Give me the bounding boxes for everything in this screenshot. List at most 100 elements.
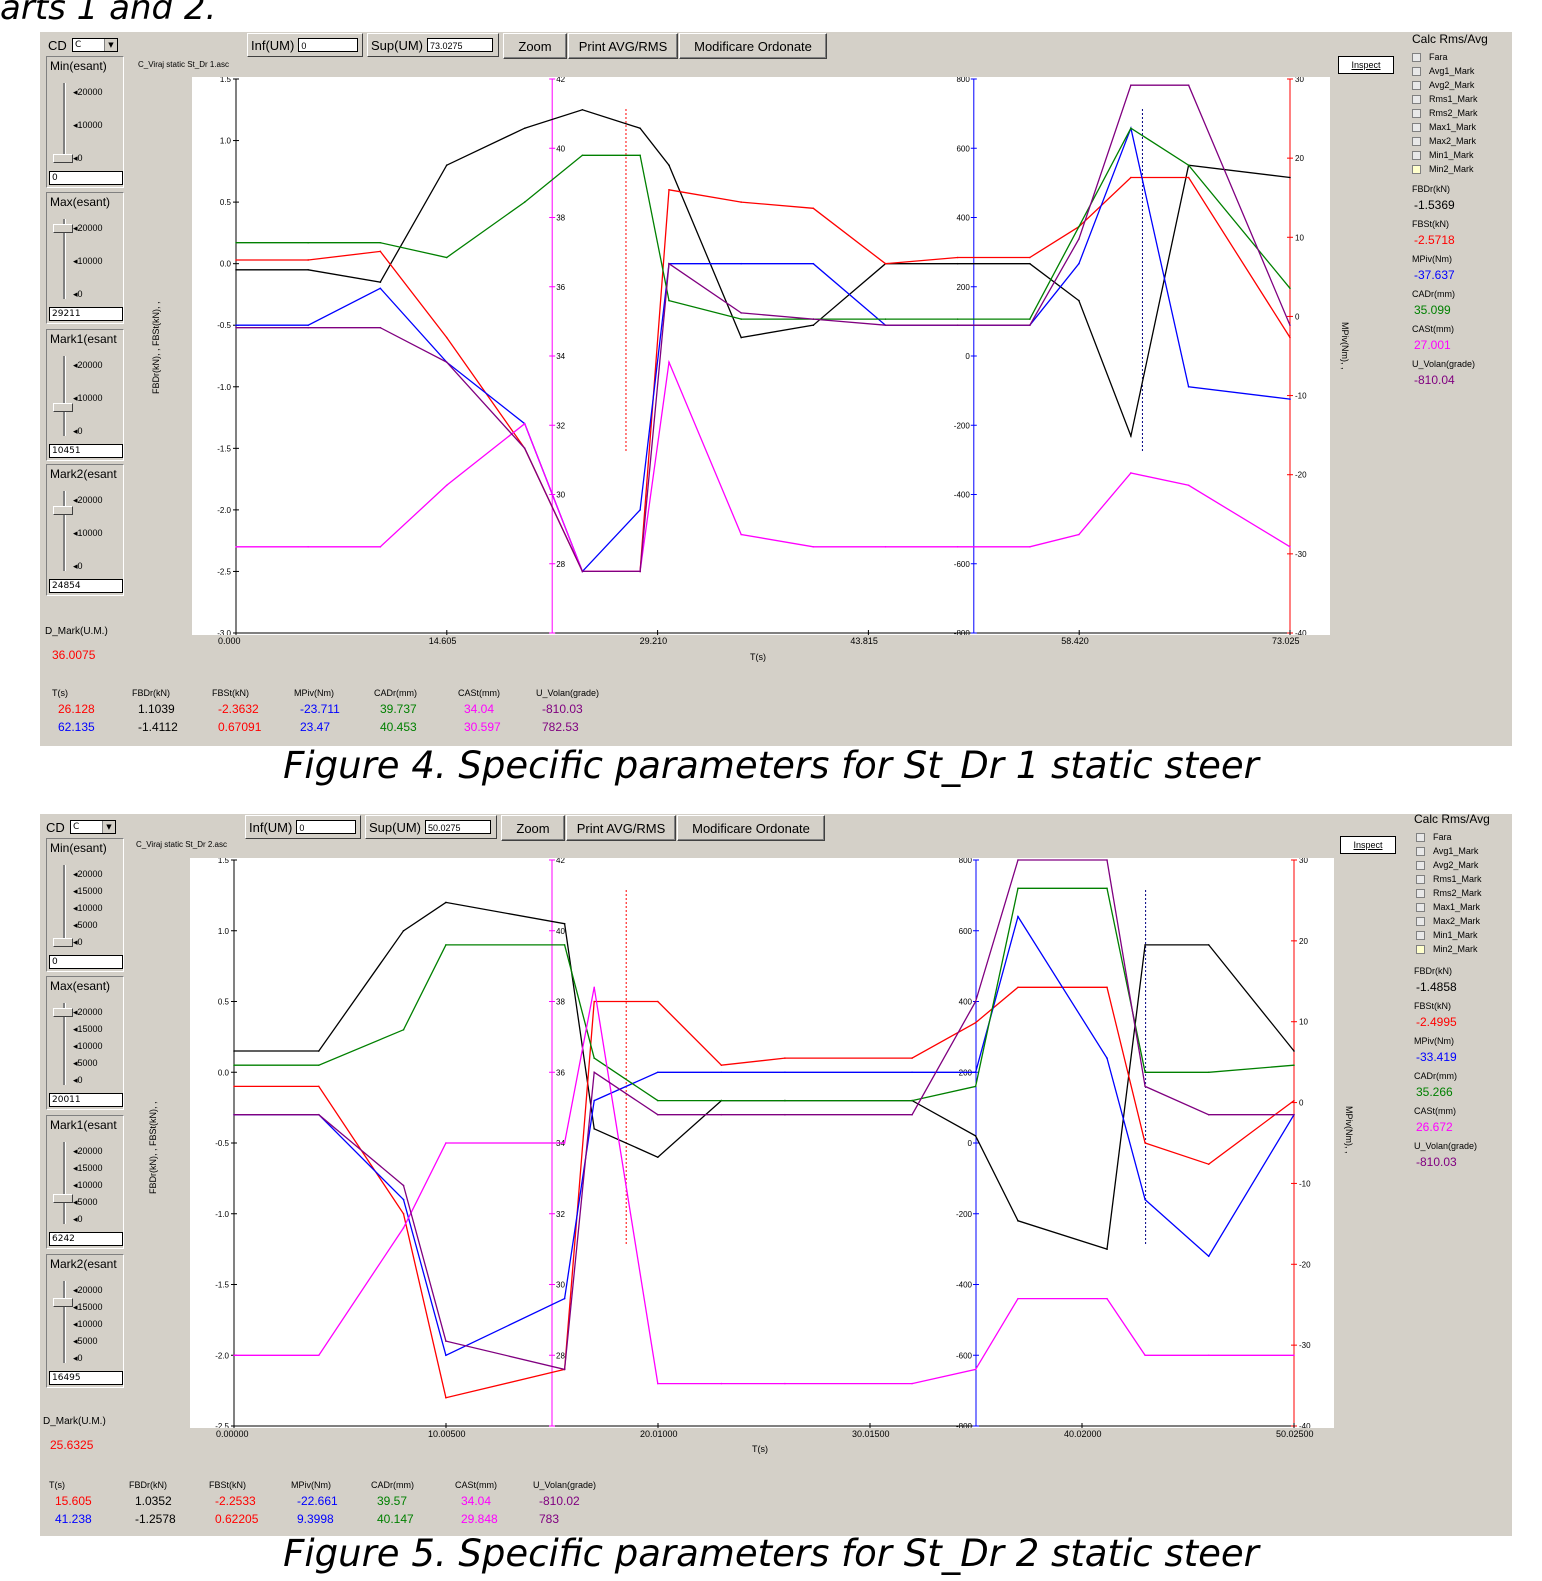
slider-value-input[interactable]: 0 bbox=[49, 171, 123, 185]
slider-thumb[interactable] bbox=[53, 1008, 73, 1017]
radio-option[interactable]: Min2_Mark bbox=[1412, 162, 1474, 176]
slider-max[interactable]: Max(esant) ◂20000 ◂10000 ◂0 29211 bbox=[46, 192, 124, 324]
slider-track[interactable] bbox=[63, 491, 66, 571]
radio-option[interactable]: Rms1_Mark bbox=[1416, 872, 1482, 886]
radio-option[interactable]: Max1_Mark bbox=[1416, 900, 1480, 914]
inspect-button[interactable]: Inspect bbox=[1338, 56, 1394, 74]
cd-select[interactable]: C ▼ bbox=[70, 820, 116, 834]
cd-select[interactable]: C ▼ bbox=[72, 38, 118, 52]
data-point bbox=[235, 546, 237, 548]
data-point bbox=[956, 318, 959, 320]
data-point bbox=[1017, 1297, 1019, 1300]
slider-track[interactable] bbox=[63, 83, 66, 163]
radio-option[interactable]: Max2_Mark bbox=[1416, 914, 1480, 928]
radio-button-icon[interactable] bbox=[1412, 164, 1421, 174]
radio-button-icon[interactable] bbox=[1416, 846, 1425, 856]
data-point bbox=[884, 324, 887, 327]
radio-option[interactable]: Rms2_Mark bbox=[1416, 886, 1482, 900]
table-cell: 783 bbox=[539, 1512, 560, 1526]
slider-track[interactable] bbox=[63, 1142, 66, 1224]
slider-mark1[interactable]: Mark1(esant ◂20000 ◂15000 ◂10000 ◂5000 ◂0 6242 bbox=[46, 1115, 124, 1249]
radio-option[interactable]: Fara bbox=[1412, 50, 1448, 64]
slider-max[interactable]: Max(esant) ◂20000 ◂15000 ◂10000 ◂5000 ◂0 20011 bbox=[46, 976, 124, 1110]
slider-value-input[interactable]: 20011 bbox=[49, 1093, 123, 1107]
print-avg-rms-button[interactable]: Print AVG/RMS bbox=[566, 815, 676, 841]
plot-area[interactable]: 1.5 1.0 0.5 0.0 -0.5 -1.0 -1.5 -2.0 -2.5 42 40 38 36… bbox=[190, 856, 1334, 1431]
radio-button-icon[interactable] bbox=[1412, 52, 1421, 62]
sup-input[interactable]: 73.0275 bbox=[427, 38, 494, 52]
slider-thumb[interactable] bbox=[53, 224, 73, 233]
slider-value-input[interactable]: 24854 bbox=[49, 579, 123, 593]
zoom-button[interactable]: Zoom bbox=[501, 815, 565, 841]
slider-track[interactable] bbox=[63, 219, 66, 299]
x-tick-label: 40.02000 bbox=[1064, 1429, 1102, 1439]
radio-option[interactable]: Max2_Mark bbox=[1412, 134, 1476, 148]
radio-button-icon[interactable] bbox=[1416, 832, 1425, 842]
radio-button-icon[interactable] bbox=[1416, 860, 1425, 870]
data-point bbox=[720, 1382, 723, 1385]
radio-button-icon[interactable] bbox=[1412, 136, 1421, 146]
inspect-button[interactable]: Inspect bbox=[1340, 836, 1396, 854]
slider-thumb[interactable] bbox=[53, 505, 73, 515]
data-point bbox=[445, 336, 448, 339]
slider-track[interactable] bbox=[63, 1281, 66, 1363]
radio-button-icon[interactable] bbox=[1412, 150, 1421, 160]
radio-option[interactable]: Max1_Mark bbox=[1412, 120, 1476, 134]
slider-track[interactable] bbox=[63, 865, 66, 947]
chevron-down-icon[interactable]: ▼ bbox=[104, 39, 117, 51]
y-right-tick-label: 20 bbox=[1295, 154, 1304, 163]
slider-thumb[interactable] bbox=[53, 1193, 73, 1203]
radio-button-icon[interactable] bbox=[1416, 930, 1425, 940]
radio-option[interactable]: Avg2_Mark bbox=[1412, 78, 1474, 92]
radio-button-icon[interactable] bbox=[1412, 122, 1421, 132]
slider-value-input[interactable]: 29211 bbox=[49, 307, 123, 321]
modificare-ordonate-button[interactable]: Modificare Ordonate bbox=[677, 815, 825, 841]
radio-button-icon[interactable] bbox=[1412, 108, 1421, 118]
slider-value-input[interactable]: 10451 bbox=[49, 444, 123, 458]
radio-button-icon[interactable] bbox=[1412, 94, 1421, 104]
print-avg-rms-button[interactable]: Print AVG/RMS bbox=[568, 33, 678, 59]
slider-track[interactable] bbox=[63, 1003, 66, 1085]
data-point bbox=[1029, 324, 1031, 327]
plot-area[interactable]: 1.5 1.0 0.5 0.0 -0.5 -1.0 -1.5 -2.0 -2.5 -3.0 42 40… bbox=[192, 75, 1330, 638]
slider-tick-label: ◂10000 bbox=[73, 528, 103, 538]
slider-min[interactable]: Min(esant) ◂20000 ◂10000 ◂0 0 bbox=[46, 56, 124, 188]
radio-button-icon[interactable] bbox=[1416, 888, 1425, 898]
inf-input[interactable]: 0 bbox=[296, 820, 357, 834]
radio-option[interactable]: Avg1_Mark bbox=[1412, 64, 1474, 78]
radio-button-icon[interactable] bbox=[1416, 902, 1425, 912]
modificare-ordonate-button[interactable]: Modificare Ordonate bbox=[679, 33, 827, 59]
slider-min[interactable]: Min(esant) ◂20000 ◂15000 ◂10000 ◂5000 ◂0 0 bbox=[46, 838, 124, 972]
y-mid2-tick-label: -200 bbox=[956, 1210, 973, 1219]
slider-mark2[interactable]: Mark2(esant ◂20000 ◂10000 ◂0 24854 bbox=[46, 464, 124, 596]
radio-button-icon[interactable] bbox=[1416, 874, 1425, 884]
radio-button-icon[interactable] bbox=[1416, 916, 1425, 926]
radio-button-icon[interactable] bbox=[1412, 66, 1421, 76]
radio-option[interactable]: Min1_Mark bbox=[1412, 148, 1474, 162]
slider-value-input[interactable]: 16495 bbox=[49, 1371, 123, 1385]
radio-button-icon[interactable] bbox=[1416, 944, 1425, 954]
radio-option[interactable]: Avg1_Mark bbox=[1416, 844, 1478, 858]
radio-option[interactable]: Avg2_Mark bbox=[1416, 858, 1478, 872]
slider-mark1[interactable]: Mark1(esant ◂20000 ◂10000 ◂0 10451 bbox=[46, 329, 124, 461]
calc-title: Calc Rms/Avg bbox=[1412, 32, 1488, 46]
slider-mark2[interactable]: Mark2(esant ◂20000 ◂15000 ◂10000 ◂5000 ◂0 1649… bbox=[46, 1254, 124, 1388]
inf-input[interactable]: 0 bbox=[298, 38, 359, 52]
sup-input[interactable]: 50.0275 bbox=[425, 820, 492, 834]
slider-thumb[interactable] bbox=[53, 154, 73, 163]
radio-option[interactable]: Min2_Mark bbox=[1416, 942, 1478, 956]
slider-thumb[interactable] bbox=[53, 938, 73, 947]
radio-option[interactable]: Min1_Mark bbox=[1416, 928, 1478, 942]
slider-value-input[interactable]: 0 bbox=[49, 955, 123, 969]
radio-option[interactable]: Fara bbox=[1416, 830, 1452, 844]
zoom-button[interactable]: Zoom bbox=[503, 33, 567, 59]
slider-thumb[interactable] bbox=[53, 1298, 73, 1308]
slider-thumb[interactable] bbox=[53, 403, 73, 413]
slider-tick-label: ◂10000 bbox=[73, 256, 103, 266]
chevron-down-icon[interactable]: ▼ bbox=[102, 821, 115, 833]
slider-value-input[interactable]: 6242 bbox=[49, 1232, 123, 1246]
slider-track[interactable] bbox=[63, 356, 66, 436]
radio-button-icon[interactable] bbox=[1412, 80, 1421, 90]
radio-option[interactable]: Rms2_Mark bbox=[1412, 106, 1478, 120]
radio-option[interactable]: Rms1_Mark bbox=[1412, 92, 1478, 106]
